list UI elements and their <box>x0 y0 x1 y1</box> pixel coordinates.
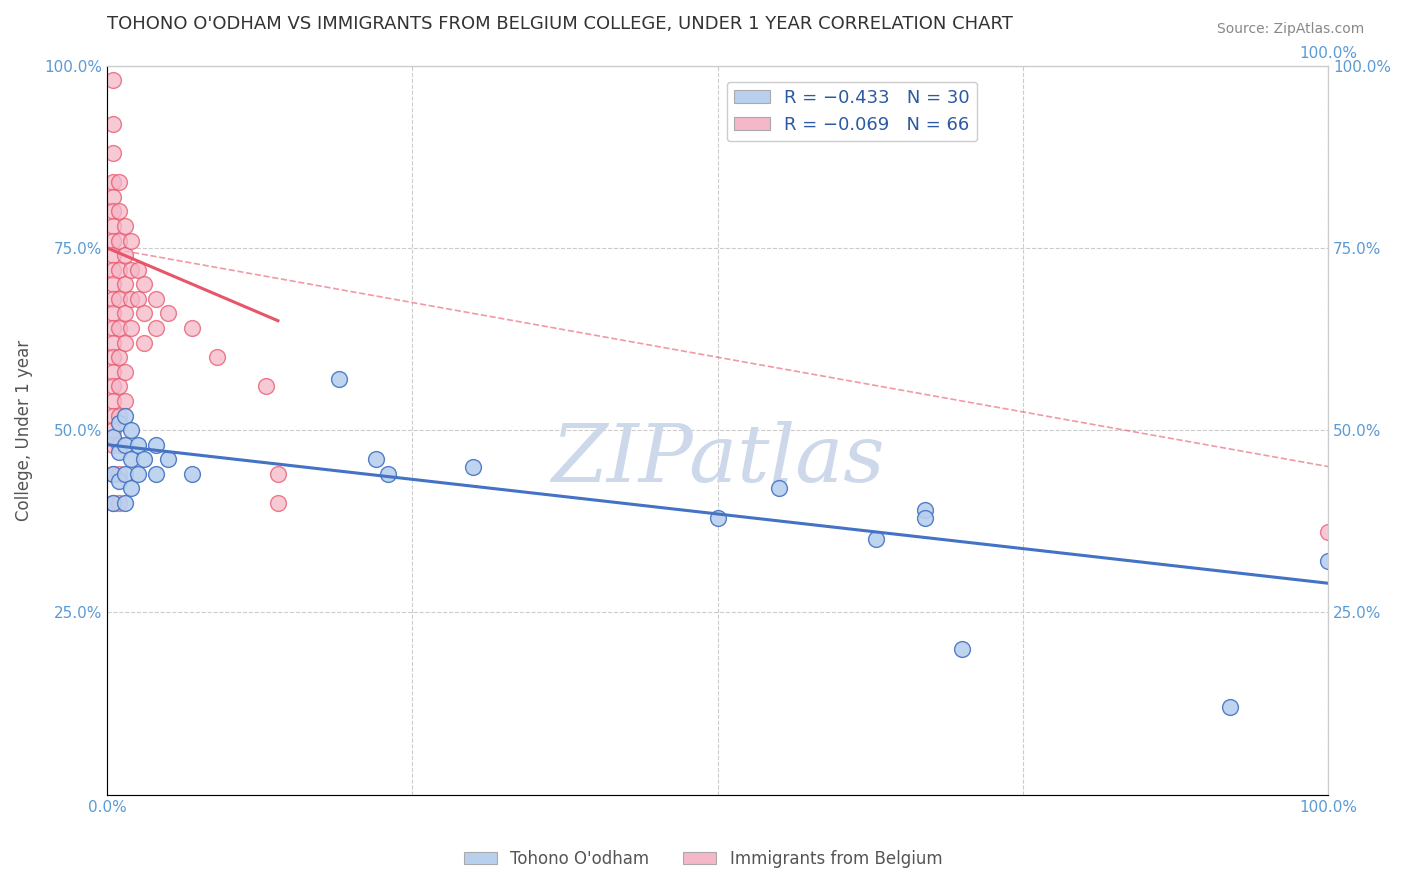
Point <box>254 379 277 393</box>
Point <box>108 262 131 277</box>
Point <box>101 423 124 437</box>
Point <box>101 467 124 481</box>
Point <box>101 117 124 131</box>
Point <box>145 438 167 452</box>
Point <box>114 365 136 379</box>
Point <box>377 467 399 481</box>
Point <box>101 248 124 262</box>
Point <box>120 292 142 306</box>
Point <box>127 467 149 481</box>
Point <box>108 204 131 219</box>
Point <box>267 496 290 510</box>
Point <box>101 467 124 481</box>
Point <box>101 393 124 408</box>
Legend: Tohono O'odham, Immigrants from Belgium: Tohono O'odham, Immigrants from Belgium <box>457 844 949 875</box>
Point <box>132 335 155 350</box>
Point <box>120 423 142 437</box>
Point <box>1219 700 1241 714</box>
Point <box>114 438 136 452</box>
Point <box>120 452 142 467</box>
Point <box>364 452 387 467</box>
Point <box>108 416 131 430</box>
Text: ZIPatlas: ZIPatlas <box>551 420 884 498</box>
Point <box>101 292 124 306</box>
Point <box>101 190 124 204</box>
Point <box>101 438 124 452</box>
Point <box>108 292 131 306</box>
Point <box>114 335 136 350</box>
Y-axis label: College, Under 1 year: College, Under 1 year <box>15 340 32 521</box>
Point <box>127 292 149 306</box>
Legend: R = −0.433   N = 30, R = −0.069   N = 66: R = −0.433 N = 30, R = −0.069 N = 66 <box>727 82 977 141</box>
Point <box>114 277 136 292</box>
Point <box>101 365 124 379</box>
Point <box>108 175 131 189</box>
Point <box>114 393 136 408</box>
Point <box>205 350 228 364</box>
Point <box>120 262 142 277</box>
Point <box>950 641 973 656</box>
Point <box>114 248 136 262</box>
Point <box>127 438 149 452</box>
Point <box>145 467 167 481</box>
Point <box>101 496 124 510</box>
Point <box>120 482 142 496</box>
Point <box>114 219 136 233</box>
Point <box>108 496 131 510</box>
Point <box>181 321 204 335</box>
Point <box>145 292 167 306</box>
Point <box>108 350 131 364</box>
Point <box>108 445 131 459</box>
Point <box>101 379 124 393</box>
Point <box>120 321 142 335</box>
Point <box>865 533 887 547</box>
Point <box>101 496 124 510</box>
Point <box>101 321 124 335</box>
Point <box>157 306 180 320</box>
Point <box>463 459 485 474</box>
Point <box>157 452 180 467</box>
Point <box>101 262 124 277</box>
Point <box>132 452 155 467</box>
Point <box>108 467 131 481</box>
Point <box>267 467 290 481</box>
Point <box>101 219 124 233</box>
Point <box>145 321 167 335</box>
Point <box>108 379 131 393</box>
Point <box>768 482 790 496</box>
Point <box>101 306 124 320</box>
Point <box>181 467 204 481</box>
Point <box>1317 525 1340 540</box>
Point <box>132 306 155 320</box>
Point <box>108 321 131 335</box>
Point <box>101 234 124 248</box>
Point <box>114 409 136 423</box>
Point <box>132 277 155 292</box>
Point <box>328 372 350 386</box>
Point <box>101 146 124 161</box>
Point <box>914 510 936 524</box>
Point <box>108 234 131 248</box>
Point <box>108 409 131 423</box>
Point <box>101 350 124 364</box>
Point <box>101 409 124 423</box>
Text: Source: ZipAtlas.com: Source: ZipAtlas.com <box>1216 22 1364 37</box>
Point <box>101 204 124 219</box>
Point <box>114 306 136 320</box>
Point <box>108 474 131 488</box>
Point <box>120 234 142 248</box>
Point <box>114 496 136 510</box>
Point <box>101 277 124 292</box>
Point <box>108 438 131 452</box>
Point <box>127 262 149 277</box>
Text: TOHONO O'ODHAM VS IMMIGRANTS FROM BELGIUM COLLEGE, UNDER 1 YEAR CORRELATION CHAR: TOHONO O'ODHAM VS IMMIGRANTS FROM BELGIU… <box>107 15 1012 33</box>
Point <box>1317 554 1340 568</box>
Point <box>101 73 124 87</box>
Point <box>706 510 728 524</box>
Point <box>101 430 124 444</box>
Point <box>114 467 136 481</box>
Point <box>101 175 124 189</box>
Point <box>101 335 124 350</box>
Point <box>914 503 936 517</box>
